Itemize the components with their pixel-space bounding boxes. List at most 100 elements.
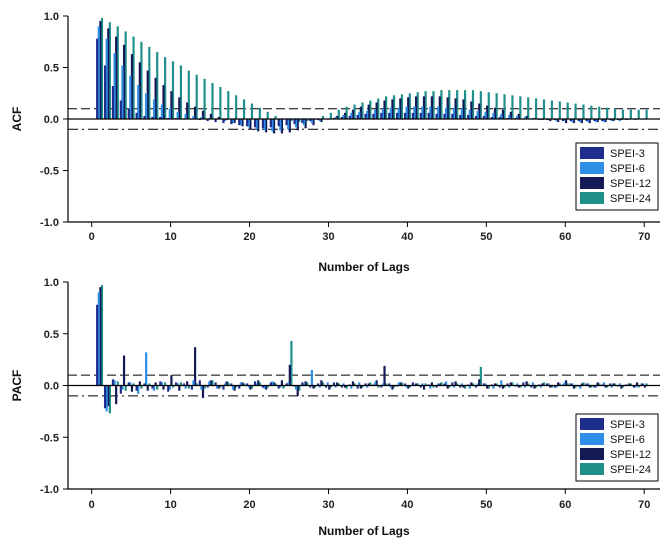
bar-spei-24 <box>424 91 427 119</box>
legend-swatch-spei-6 <box>580 162 604 174</box>
bar-spei-24 <box>266 385 269 388</box>
bar-spei-6 <box>279 385 282 388</box>
bar-spei-12 <box>604 385 607 388</box>
bar-spei-24 <box>582 382 585 386</box>
bar-spei-24 <box>566 383 569 386</box>
bar-spei-12 <box>446 385 449 389</box>
legend-swatch-spei-24 <box>580 192 604 204</box>
bar-spei-6 <box>405 385 408 388</box>
bar-spei-24 <box>235 385 238 388</box>
bar-spei-24 <box>487 92 490 119</box>
bar-spei-24 <box>629 383 632 386</box>
bar-spei-6 <box>287 119 290 130</box>
legend-swatch-spei-6 <box>580 433 604 445</box>
bar-spei-6 <box>413 106 416 119</box>
bar-spei-24 <box>456 90 459 119</box>
x-tick-label: 20 <box>243 231 255 243</box>
bar-spei-6 <box>302 119 306 126</box>
bar-spei-24 <box>416 92 419 119</box>
bar-spei-6 <box>302 383 306 386</box>
bar-spei-12 <box>549 119 552 122</box>
bar-spei-24 <box>227 382 230 386</box>
bar-spei-12 <box>572 119 576 124</box>
bar-spei-24 <box>100 18 104 120</box>
bar-spei-12 <box>486 385 489 389</box>
bar-spei-12 <box>493 107 497 119</box>
bar-spei-12 <box>249 119 252 130</box>
bar-spei-12 <box>549 385 552 388</box>
bar-spei-24 <box>108 385 111 414</box>
bar-spei-12 <box>296 119 299 131</box>
bar-spei-12 <box>367 104 370 119</box>
bar-spei-3 <box>419 112 422 119</box>
bar-spei-6 <box>105 385 108 412</box>
bar-spei-24 <box>124 385 127 391</box>
bar-spei-3 <box>569 119 572 122</box>
bar-spei-6 <box>350 112 353 119</box>
bar-spei-6 <box>184 385 187 389</box>
bar-spei-24 <box>385 96 388 119</box>
bar-spei-3 <box>356 385 359 389</box>
x-tick-label: 70 <box>638 499 650 511</box>
bar-spei-3 <box>159 116 162 119</box>
x-tick-label: 50 <box>480 499 492 511</box>
bar-spei-24 <box>511 382 514 386</box>
bar-spei-12 <box>478 103 481 119</box>
bar-spei-3 <box>206 119 209 122</box>
bar-spei-12 <box>257 380 260 386</box>
bar-spei-24 <box>203 78 206 119</box>
bar-spei-6 <box>287 382 290 386</box>
bar-spei-6 <box>373 109 377 119</box>
bar-spei-12 <box>320 119 323 123</box>
bar-spei-6 <box>452 385 456 388</box>
bar-spei-24 <box>369 382 372 386</box>
bar-spei-6 <box>563 382 566 386</box>
bar-spei-12 <box>383 100 386 119</box>
bar-spei-3 <box>435 113 438 119</box>
bar-spei-6 <box>492 385 495 389</box>
bar-spei-6 <box>516 115 519 119</box>
y-tick-label: -0.5 <box>40 166 59 178</box>
bar-spei-3 <box>143 115 146 119</box>
bar-spei-6 <box>602 382 606 386</box>
bar-spei-24 <box>606 107 609 119</box>
bar-spei-3 <box>451 382 454 386</box>
bar-spei-24 <box>298 385 301 391</box>
bar-spei-24 <box>179 382 183 386</box>
bar-spei-24 <box>250 385 254 389</box>
bar-spei-24 <box>535 98 538 119</box>
bar-spei-6 <box>145 93 148 119</box>
legend-label-spei-6: SPEI-6 <box>610 163 645 175</box>
bar-spei-3 <box>119 100 122 119</box>
bar-spei-3 <box>498 116 501 119</box>
bar-spei-3 <box>127 108 130 119</box>
bar-spei-24 <box>361 385 364 388</box>
bar-spei-24 <box>527 97 530 119</box>
bar-spei-24 <box>258 107 261 119</box>
bar-spei-24 <box>306 382 309 386</box>
bar-spei-3 <box>459 114 462 119</box>
bar-spei-3 <box>269 119 272 128</box>
bar-spei-6 <box>310 369 313 386</box>
bar-spei-3 <box>246 383 249 386</box>
bar-spei-12 <box>375 380 378 386</box>
bar-spei-6 <box>145 352 148 386</box>
bar-spei-12 <box>146 385 149 391</box>
bar-spei-6 <box>168 108 171 119</box>
bar-spei-12 <box>178 385 181 391</box>
bar-spei-12 <box>343 112 347 119</box>
bar-spei-24 <box>495 93 498 119</box>
bar-spei-6 <box>429 106 432 119</box>
bar-spei-6 <box>279 119 282 131</box>
bar-spei-6 <box>192 380 195 386</box>
bar-spei-3 <box>482 115 486 119</box>
bar-spei-24 <box>385 383 388 386</box>
bar-spei-12 <box>122 355 126 386</box>
bar-spei-3 <box>206 385 209 388</box>
bar-spei-24 <box>171 385 175 388</box>
bar-spei-12 <box>415 96 418 119</box>
bar-spei-6 <box>476 383 479 386</box>
bar-spei-24 <box>598 106 601 119</box>
bar-spei-12 <box>604 119 607 123</box>
